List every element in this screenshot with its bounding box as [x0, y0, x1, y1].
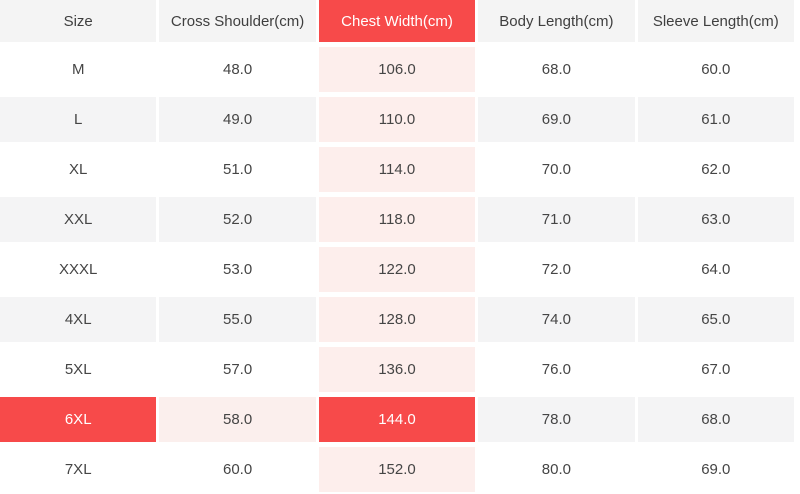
cell-size-selected[interactable]: 6XL	[0, 397, 157, 442]
cell-size[interactable]: XXL	[0, 197, 157, 242]
cell-body-length[interactable]: 80.0	[478, 447, 635, 492]
cell-body-length[interactable]: 69.0	[478, 97, 635, 142]
cell-cross-shoulder[interactable]: 53.0	[159, 247, 316, 292]
cell-cross-shoulder[interactable]: 48.0	[159, 47, 316, 92]
cell-cross-shoulder[interactable]: 57.0	[159, 347, 316, 392]
table-row-m[interactable]: M 48.0 106.0 68.0 60.0	[0, 47, 794, 92]
cell-sleeve-length[interactable]: 67.0	[637, 347, 794, 392]
header-size: Size	[0, 0, 157, 42]
table-row-xl[interactable]: XL 51.0 114.0 70.0 62.0	[0, 147, 794, 192]
cell-size[interactable]: XXXL	[0, 247, 157, 292]
table-row-6xl-selected[interactable]: 6XL 58.0 144.0 78.0 68.0	[0, 397, 794, 442]
table-row-4xl[interactable]: 4XL 55.0 128.0 74.0 65.0	[0, 297, 794, 342]
cell-chest-width-selected[interactable]: 144.0	[318, 397, 476, 442]
table-header-row: Size Cross Shoulder(cm) Chest Width(cm) …	[0, 0, 794, 42]
cell-size[interactable]: M	[0, 47, 157, 92]
cell-body-length[interactable]: 76.0	[478, 347, 635, 392]
cell-body-length[interactable]: 74.0	[478, 297, 635, 342]
cell-size[interactable]: 7XL	[0, 447, 157, 492]
cell-body-length[interactable]: 68.0	[478, 47, 635, 92]
cell-chest-width[interactable]: 110.0	[318, 97, 476, 142]
cell-chest-width[interactable]: 152.0	[318, 447, 476, 492]
table-row-7xl[interactable]: 7XL 60.0 152.0 80.0 69.0	[0, 447, 794, 492]
table-row-xxl[interactable]: XXL 52.0 118.0 71.0 63.0	[0, 197, 794, 242]
cell-body-length[interactable]: 70.0	[478, 147, 635, 192]
cell-body-length[interactable]: 78.0	[478, 397, 635, 442]
header-body-length: Body Length(cm)	[478, 0, 635, 42]
cell-cross-shoulder[interactable]: 58.0	[159, 397, 316, 442]
cell-sleeve-length[interactable]: 61.0	[637, 97, 794, 142]
cell-cross-shoulder[interactable]: 51.0	[159, 147, 316, 192]
header-sleeve-length: Sleeve Length(cm)	[637, 0, 794, 42]
cell-chest-width[interactable]: 136.0	[318, 347, 476, 392]
header-chest-width: Chest Width(cm)	[318, 0, 476, 42]
table-row-5xl[interactable]: 5XL 57.0 136.0 76.0 67.0	[0, 347, 794, 392]
cell-chest-width[interactable]: 128.0	[318, 297, 476, 342]
cell-cross-shoulder[interactable]: 55.0	[159, 297, 316, 342]
cell-chest-width[interactable]: 106.0	[318, 47, 476, 92]
cell-chest-width[interactable]: 114.0	[318, 147, 476, 192]
cell-sleeve-length[interactable]: 68.0	[637, 397, 794, 442]
cell-chest-width[interactable]: 122.0	[318, 247, 476, 292]
table-row-l[interactable]: L 49.0 110.0 69.0 61.0	[0, 97, 794, 142]
cell-size[interactable]: 5XL	[0, 347, 157, 392]
cell-body-length[interactable]: 71.0	[478, 197, 635, 242]
table-row-xxxl[interactable]: XXXL 53.0 122.0 72.0 64.0	[0, 247, 794, 292]
cell-sleeve-length[interactable]: 65.0	[637, 297, 794, 342]
cell-sleeve-length[interactable]: 62.0	[637, 147, 794, 192]
cell-body-length[interactable]: 72.0	[478, 247, 635, 292]
cell-size[interactable]: L	[0, 97, 157, 142]
cell-sleeve-length[interactable]: 69.0	[637, 447, 794, 492]
header-cross-shoulder: Cross Shoulder(cm)	[159, 0, 316, 42]
cell-cross-shoulder[interactable]: 49.0	[159, 97, 316, 142]
cell-sleeve-length[interactable]: 64.0	[637, 247, 794, 292]
cell-cross-shoulder[interactable]: 60.0	[159, 447, 316, 492]
cell-chest-width[interactable]: 118.0	[318, 197, 476, 242]
cell-size[interactable]: 4XL	[0, 297, 157, 342]
cell-sleeve-length[interactable]: 60.0	[637, 47, 794, 92]
cell-cross-shoulder[interactable]: 52.0	[159, 197, 316, 242]
cell-size[interactable]: XL	[0, 147, 157, 192]
cell-sleeve-length[interactable]: 63.0	[637, 197, 794, 242]
